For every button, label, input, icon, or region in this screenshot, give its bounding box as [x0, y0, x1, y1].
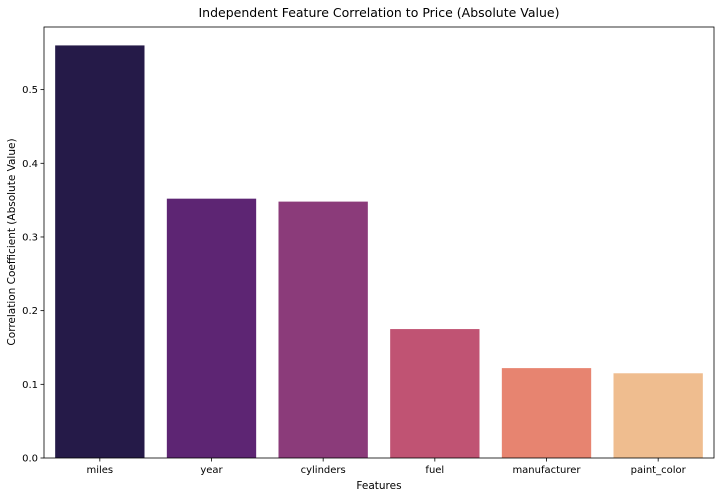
chart-title: Independent Feature Correlation to Price…: [199, 5, 560, 20]
y-tick-label: 0.1: [22, 380, 38, 391]
bars-group: [55, 45, 703, 459]
bar-manufacturer: [501, 368, 592, 458]
bar-cylinders: [278, 201, 368, 458]
bar-year: [166, 198, 257, 458]
x-axis: miles year cylinders fuel manufacturer paint_…: [86, 458, 687, 476]
plot-area: 0.0 0.1 0.2 0.3 0.4 0.5 miles year cylinders fue…: [22, 26, 715, 476]
y-tick-label: 0.4: [22, 159, 38, 170]
axes-frame: [43, 26, 715, 459]
y-tick-label: 0.5: [22, 85, 38, 96]
x-tick-label: miles: [86, 465, 113, 476]
bar-miles: [55, 45, 145, 459]
y-tick-label: 0.2: [22, 306, 38, 317]
x-tick-label: fuel: [425, 465, 444, 476]
y-tick-label: 0.3: [22, 232, 38, 243]
y-axis: 0.0 0.1 0.2 0.3 0.4 0.5: [22, 85, 44, 465]
bar-paint-color: [613, 373, 703, 458]
x-tick-label: cylinders: [301, 465, 346, 476]
x-tick-label: manufacturer: [512, 465, 581, 476]
y-axis-label: Correlation Coefficient (Absolute Value): [6, 138, 18, 345]
x-tick-label: paint_color: [631, 465, 687, 476]
bar-fuel: [390, 329, 480, 458]
x-axis-label: Features: [356, 480, 401, 492]
y-tick-label: 0.0: [22, 454, 38, 465]
x-tick-label: year: [200, 465, 223, 476]
